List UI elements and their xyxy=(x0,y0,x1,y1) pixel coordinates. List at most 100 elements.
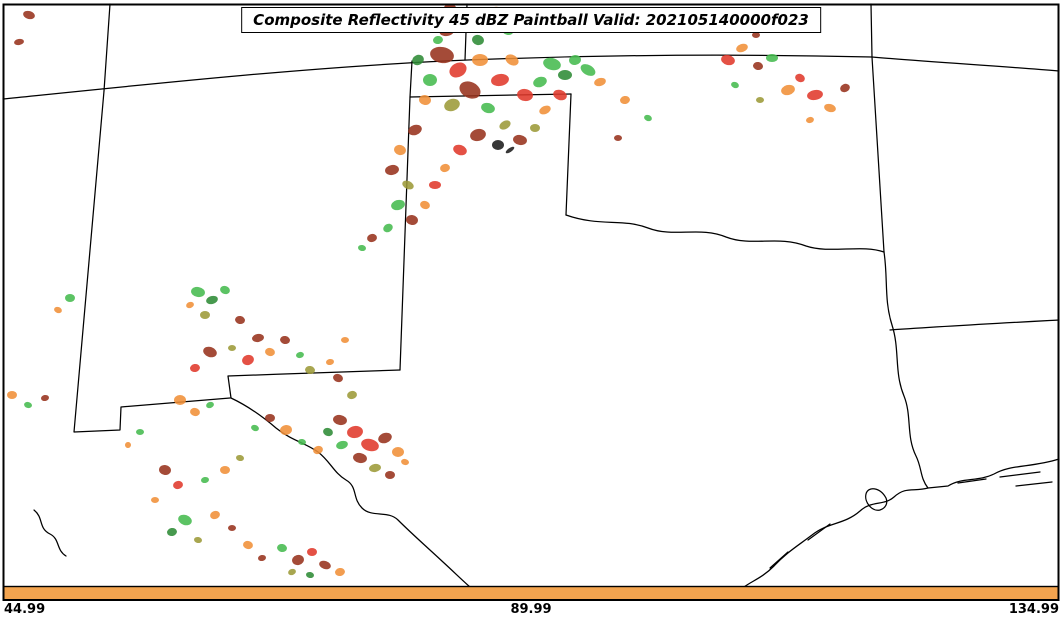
border-texas-louisiana-sabine xyxy=(883,251,929,489)
paintball-blob xyxy=(402,180,414,190)
paintball-blob xyxy=(243,540,253,550)
border-newmexico-arizona-bootheel xyxy=(73,90,231,433)
paintball-blob xyxy=(210,510,220,520)
galveston-bay xyxy=(865,488,888,511)
paintball-blob xyxy=(186,301,194,309)
paintball-blob xyxy=(174,395,186,405)
paintball-blob xyxy=(265,414,275,422)
paintball-blob xyxy=(385,471,395,479)
colorbar-tick-left: 44.99 xyxy=(4,602,46,617)
paintball-blob xyxy=(824,103,836,113)
state-borders xyxy=(2,3,1060,588)
paintball-blob xyxy=(430,46,454,64)
border-texas-oklahoma-100w xyxy=(565,93,572,216)
paintball-blob xyxy=(41,394,49,402)
border-oklahoma-arkansas xyxy=(871,56,885,253)
paintball-blob xyxy=(242,354,254,366)
paintball-blob xyxy=(423,74,437,86)
paintball-blob xyxy=(151,497,159,503)
paintball-blob xyxy=(361,438,379,452)
paintball-blob xyxy=(206,295,218,305)
paintball-blob xyxy=(491,73,509,87)
paintball-blob xyxy=(766,54,778,62)
paintball-blob xyxy=(319,560,331,570)
paintball-blob xyxy=(444,98,460,112)
paintball-blob xyxy=(736,43,748,53)
paintball-blob xyxy=(412,54,424,66)
paintball-blob xyxy=(513,134,527,146)
mexico-river xyxy=(33,509,67,557)
coastal-island-2 xyxy=(957,478,987,484)
paintball-blob xyxy=(23,10,35,20)
paintball-blob xyxy=(191,286,205,298)
paintball-blob xyxy=(385,164,399,176)
paintball-blob xyxy=(756,97,764,103)
paintball-blob xyxy=(419,94,431,106)
paintball-blob xyxy=(752,32,760,38)
paintball-blob xyxy=(206,401,214,409)
paintball-blob xyxy=(459,81,481,99)
paintball-blob xyxy=(553,89,567,101)
paintball-blob xyxy=(280,335,290,345)
paintball-blob xyxy=(806,116,814,124)
coastal-island-3 xyxy=(1015,481,1053,487)
paintball-blob xyxy=(358,244,366,252)
paintball-blob xyxy=(795,73,805,83)
colorbar xyxy=(2,585,1060,601)
paintball-blob xyxy=(530,124,540,132)
rio-grande-river xyxy=(230,397,471,588)
paintball-blob xyxy=(401,458,409,466)
paintball-blob xyxy=(220,285,230,295)
paintball-blob xyxy=(383,223,393,233)
paintball-blobs xyxy=(7,5,850,579)
paintball-blob xyxy=(335,567,345,577)
paintball-blob xyxy=(228,525,236,531)
paintball-blob xyxy=(167,527,177,537)
mustang-island xyxy=(769,551,789,569)
paintball-blob xyxy=(14,38,24,46)
paintball-blob xyxy=(644,114,652,122)
paintball-blob xyxy=(258,554,266,562)
paintball-blob xyxy=(408,124,422,136)
paintball-blob xyxy=(533,76,547,88)
paintball-blob xyxy=(296,351,304,359)
gulf-coastline xyxy=(743,458,1060,588)
paintball-blob xyxy=(614,135,622,141)
plot-title: Composite Reflectivity 45 dBZ Paintball … xyxy=(253,11,809,29)
paintball-blob xyxy=(353,452,367,464)
paintball-blob xyxy=(433,35,443,45)
paintball-blob xyxy=(406,214,418,226)
paintball-blob xyxy=(307,548,317,556)
paintball-blob xyxy=(429,181,441,189)
paintball-blob xyxy=(558,70,572,80)
paintball-blob xyxy=(731,81,739,89)
paintball-blob xyxy=(333,414,347,426)
paintball-blob xyxy=(280,424,292,436)
paintball-blob xyxy=(236,454,244,462)
paintball-blob xyxy=(326,358,334,366)
paintball-blob xyxy=(194,536,202,544)
paintball-blob xyxy=(505,54,519,66)
paintball-blob xyxy=(347,425,363,439)
paintball-blob xyxy=(492,140,504,150)
paintball-blob xyxy=(277,543,287,553)
paintball-blob xyxy=(721,54,735,66)
matagorda-island xyxy=(807,523,831,541)
border-newmexico-texas-32n xyxy=(227,369,401,399)
paintball-blob xyxy=(292,554,304,566)
paintball-blob xyxy=(173,480,183,490)
paintball-blob xyxy=(341,337,349,343)
paintball-blob xyxy=(378,432,392,444)
paintball-blob xyxy=(367,233,377,243)
paintball-blob xyxy=(220,466,230,474)
map-frame xyxy=(2,3,1060,601)
paintball-blob xyxy=(336,440,348,450)
paintball-blob xyxy=(54,306,62,314)
border-missouri-arkansas xyxy=(871,56,1060,72)
paintball-blob xyxy=(392,447,404,457)
paintball-blob xyxy=(753,61,763,71)
paintball-blob xyxy=(265,347,275,357)
paintball-blob xyxy=(178,514,192,526)
